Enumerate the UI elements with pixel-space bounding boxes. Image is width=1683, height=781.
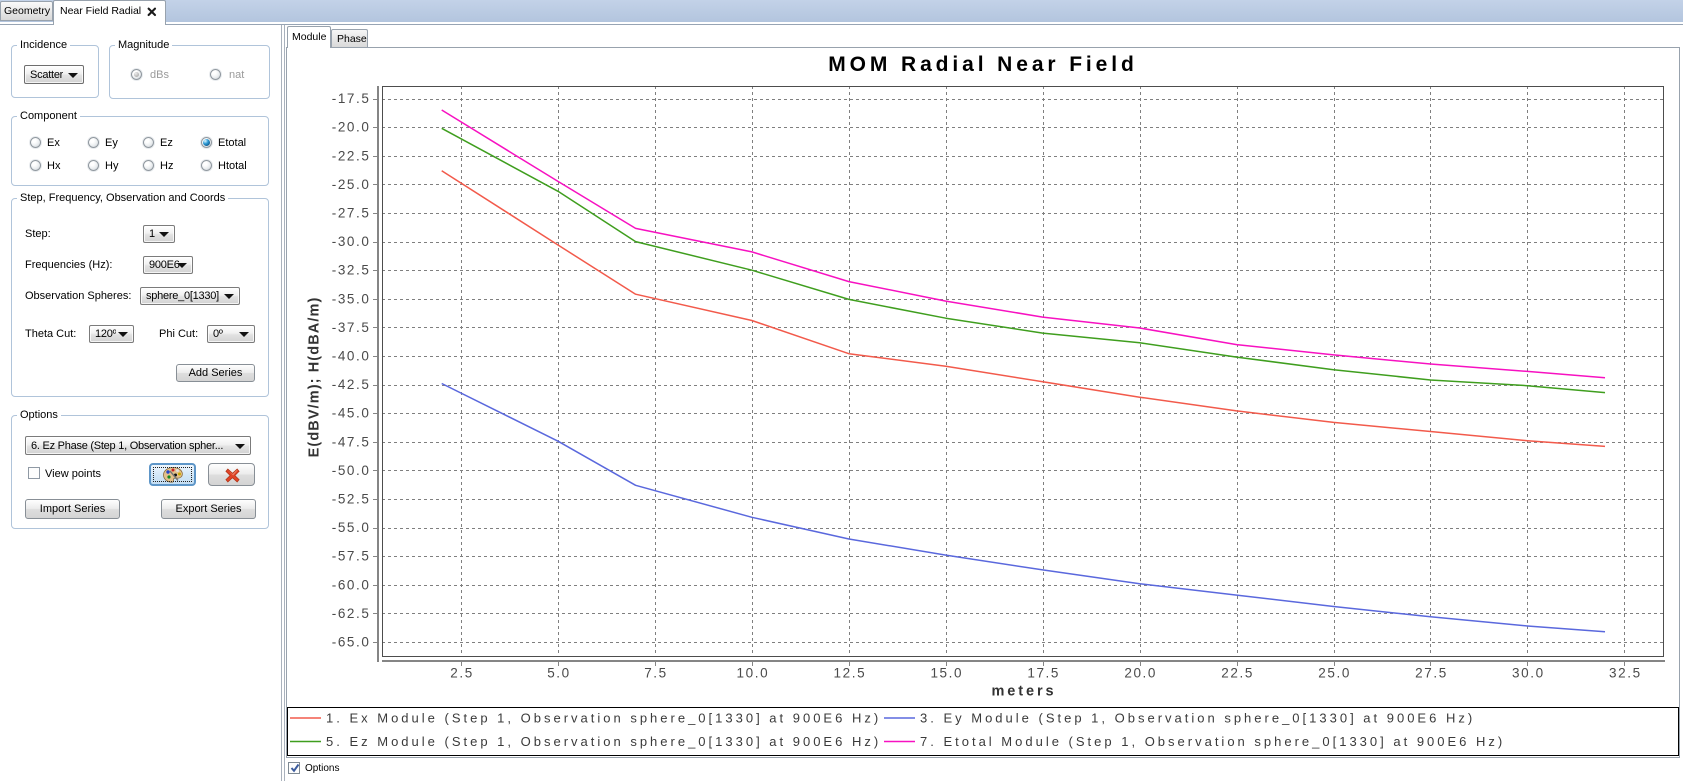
svg-text:-52.5: -52.5	[332, 492, 371, 507]
svg-text:7. Etotal Module (Step 1, Obse: 7. Etotal Module (Step 1, Observation sp…	[920, 734, 1505, 749]
svg-text:-37.5: -37.5	[332, 320, 371, 335]
svg-text:-65.0: -65.0	[332, 635, 371, 650]
svg-text:-32.5: -32.5	[332, 263, 371, 278]
svg-text:-60.0: -60.0	[332, 577, 371, 592]
svg-text:-17.5: -17.5	[332, 91, 371, 106]
svg-text:-47.5: -47.5	[332, 434, 371, 449]
svg-text:12.5: 12.5	[834, 666, 867, 681]
svg-text:-57.5: -57.5	[332, 549, 371, 564]
svg-text:7.5: 7.5	[644, 666, 668, 681]
svg-text:-40.0: -40.0	[332, 349, 371, 364]
svg-text:32.5: 32.5	[1609, 666, 1642, 681]
svg-text:meters: meters	[992, 684, 1057, 700]
svg-text:17.5: 17.5	[1027, 666, 1060, 681]
svg-text:MOM Radial Near Field: MOM Radial Near Field	[828, 53, 1137, 76]
svg-text:-27.5: -27.5	[332, 206, 371, 221]
svg-text:5.0: 5.0	[547, 666, 571, 681]
svg-text:3. Ey Module (Step 1, Observat: 3. Ey Module (Step 1, Observation sphere…	[920, 711, 1475, 726]
svg-text:-42.5: -42.5	[332, 377, 371, 392]
svg-text:-30.0: -30.0	[332, 234, 371, 249]
svg-text:20.0: 20.0	[1124, 666, 1157, 681]
svg-text:2.5: 2.5	[450, 666, 474, 681]
svg-text:15.0: 15.0	[930, 666, 963, 681]
svg-text:-45.0: -45.0	[332, 406, 371, 421]
svg-text:-35.0: -35.0	[332, 291, 371, 306]
svg-text:25.0: 25.0	[1318, 666, 1351, 681]
svg-text:5. Ez Module (Step 1, Observat: 5. Ez Module (Step 1, Observation sphere…	[326, 734, 881, 749]
svg-text:10.0: 10.0	[737, 666, 770, 681]
svg-text:E(dBV/m); H(dBA/m): E(dBV/m); H(dBA/m)	[307, 297, 323, 458]
svg-text:1. Ex Module (Step 1, Observat: 1. Ex Module (Step 1, Observation sphere…	[326, 711, 881, 726]
svg-text:-62.5: -62.5	[332, 606, 371, 621]
svg-text:-20.0: -20.0	[332, 120, 371, 135]
svg-text:-25.0: -25.0	[332, 177, 371, 192]
svg-text:-22.5: -22.5	[332, 148, 371, 163]
svg-text:22.5: 22.5	[1221, 666, 1254, 681]
svg-text:-50.0: -50.0	[332, 463, 371, 478]
svg-text:27.5: 27.5	[1415, 666, 1448, 681]
svg-text:30.0: 30.0	[1512, 666, 1545, 681]
svg-text:-55.0: -55.0	[332, 520, 371, 535]
